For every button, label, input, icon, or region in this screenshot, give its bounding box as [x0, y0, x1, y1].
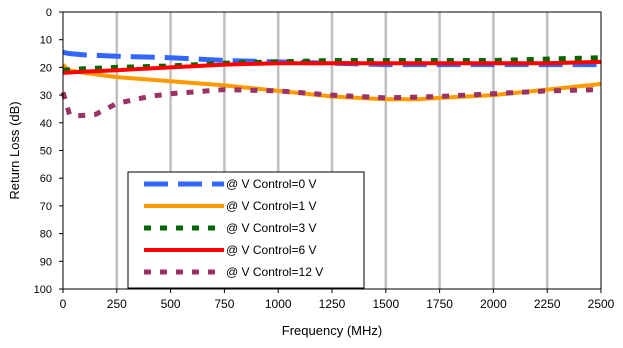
- x-tick-label: 1500: [372, 297, 399, 311]
- series-line: [62, 59, 602, 75]
- x-tick-label: 750: [214, 297, 234, 311]
- legend-label: @ V Control=3 V: [226, 221, 317, 235]
- x-tick-label: 2250: [534, 297, 561, 311]
- y-tick-label: 100: [34, 284, 52, 296]
- legend-box: [127, 171, 365, 289]
- x-axis-label: Frequency (MHz): [282, 323, 382, 338]
- x-tick-label: 2500: [588, 297, 615, 311]
- y-tick-label: 80: [40, 229, 52, 241]
- x-tick-label: 250: [107, 297, 127, 311]
- legend-label: @ V Control=12 V: [226, 265, 323, 279]
- y-tick-label: 40: [40, 118, 52, 130]
- y-tick-label: 50: [40, 146, 52, 158]
- x-tick-label: 1250: [319, 297, 346, 311]
- x-tick-label: 1000: [265, 297, 292, 311]
- y-tick-label: 10: [40, 35, 52, 47]
- series-line: [60, 87, 602, 119]
- x-tick-label: 2000: [480, 297, 507, 311]
- y-tick-label: 90: [40, 256, 52, 268]
- y-tick-label: 30: [40, 90, 52, 102]
- legend-label: @ V Control=6 V: [226, 243, 317, 257]
- y-tick-label: 70: [40, 201, 52, 213]
- legend-label: @ V Control=0 V: [226, 177, 317, 191]
- axis-ticks: 0 250 500 750 1000 1250 1500 1750 2000 2250 250001…: [34, 7, 615, 311]
- y-tick-label: 60: [40, 173, 52, 185]
- y-tick-label: 0: [46, 7, 52, 19]
- y-axis-label: Return Loss (dB): [7, 101, 22, 199]
- legend: @ V Control=0 V @ V Control=1 V @ V Contro…: [127, 171, 365, 289]
- x-tick-label: 500: [161, 297, 181, 311]
- x-tick-label: 1750: [426, 297, 453, 311]
- x-tick-label: 0: [60, 297, 67, 311]
- y-tick-label: 20: [40, 62, 52, 74]
- series-lines: [60, 49, 602, 119]
- legend-label: @ V Control=1 V: [226, 199, 317, 213]
